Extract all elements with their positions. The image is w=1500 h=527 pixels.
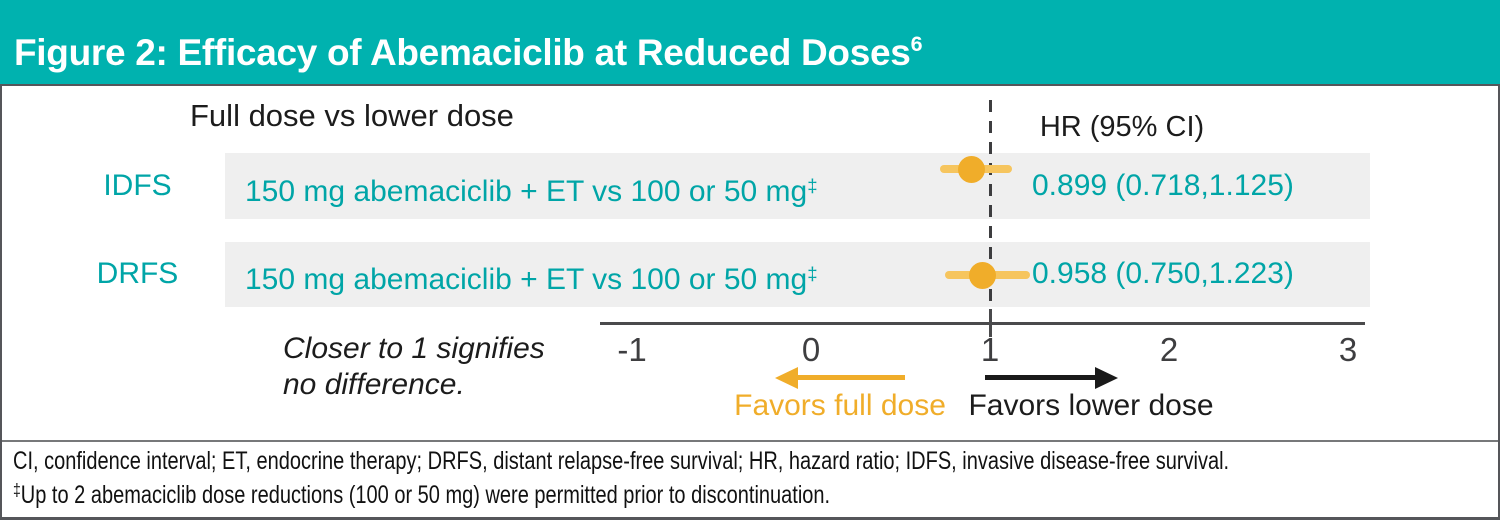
figure-title-reference-superscript: 6 xyxy=(910,32,923,56)
row-comparison-idfs-dagger: ‡ xyxy=(807,175,818,196)
x-axis-line xyxy=(600,322,1365,325)
point-estimate-idfs xyxy=(958,155,986,183)
footnote-abbreviations-text: CI, confidence interval; ET, endocrine t… xyxy=(13,447,1230,475)
column-header-hr-ci: HR (95% CI) xyxy=(1039,111,1205,143)
axis-tick-label: -1 xyxy=(617,331,647,368)
row-comparison-drfs-text: 150 mg abemaciclib + ET vs 100 or 50 mg xyxy=(245,263,808,296)
favors-lower-dose-arrow-head-icon xyxy=(1095,366,1118,389)
row-band-idfs xyxy=(225,153,1370,219)
reference-line xyxy=(988,100,992,322)
axis-tick-label: 3 xyxy=(1338,331,1358,368)
note-line-1: Closer to 1 signifies xyxy=(283,332,545,365)
row-hr-value-idfs: 0.899 (0.718,1.125) xyxy=(1032,169,1294,202)
row-label-idfs: IDFS xyxy=(103,169,172,202)
figure-title-text: Figure 2: Efficacy of Abemaciclib at Red… xyxy=(14,32,911,73)
favors-lower-dose-label: Favors lower dose xyxy=(968,389,1214,422)
row-label-drfs: DRFS xyxy=(96,257,179,290)
row-comparison-drfs-dagger: ‡ xyxy=(807,263,818,284)
row-comparison-drfs: 150 mg abemaciclib + ET vs 100 or 50 mg‡ xyxy=(245,255,818,299)
note-closer-to-1: Closer to 1 signifies no difference. xyxy=(283,331,545,403)
figure-title: Figure 2: Efficacy of Abemaciclib at Red… xyxy=(14,0,922,84)
row-comparison-idfs: 150 mg abemaciclib + ET vs 100 or 50 mg‡ xyxy=(245,167,818,211)
axis-reference-tick xyxy=(988,309,992,337)
axis-tick-label: 1 xyxy=(980,331,1000,368)
figure-title-bar: Figure 2: Efficacy of Abemaciclib at Red… xyxy=(0,0,1500,84)
point-estimate-drfs xyxy=(968,261,996,289)
footnote-dose-dagger: ‡ xyxy=(13,480,21,500)
footnote-dose-text: Up to 2 abemaciclib dose reductions (100… xyxy=(20,481,831,509)
footnote-divider xyxy=(2,440,1498,442)
favors-full-dose-label: Favors full dose xyxy=(734,389,946,422)
favors-full-dose-arrow-head-icon xyxy=(775,366,798,389)
note-line-2: no difference. xyxy=(283,368,465,401)
row-band-drfs xyxy=(225,242,1370,307)
column-header-comparison: Full dose vs lower dose xyxy=(190,98,514,133)
row-hr-value-drfs: 0.958 (0.750,1.223) xyxy=(1032,257,1294,290)
favors-lower-dose-arrow-line xyxy=(985,375,1095,380)
footnote-abbreviations: CI, confidence interval; ET, endocrine t… xyxy=(13,447,1500,476)
axis-tick-label: 2 xyxy=(1159,331,1179,368)
axis-tick-label: 0 xyxy=(801,331,821,368)
footnote-dose-reductions: ‡Up to 2 abemaciclib dose reductions (10… xyxy=(13,480,1034,510)
favors-full-dose-arrow-line xyxy=(796,375,905,380)
row-comparison-idfs-text: 150 mg abemaciclib + ET vs 100 or 50 mg xyxy=(245,175,808,208)
